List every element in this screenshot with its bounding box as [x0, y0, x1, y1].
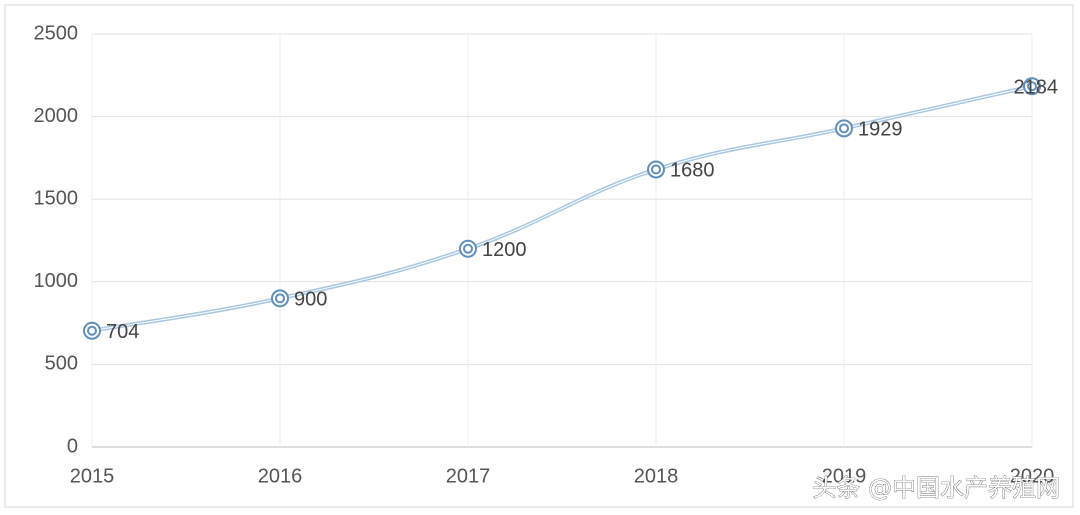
x-tick-label: 2016 — [258, 465, 303, 487]
point-inner — [1027, 81, 1037, 92]
point — [459, 239, 477, 258]
point — [647, 160, 665, 179]
point — [1023, 77, 1041, 96]
data-label: 704 — [106, 321, 139, 343]
point — [83, 321, 101, 340]
point-inner — [839, 123, 849, 134]
x-tick-label: 2015 — [70, 465, 115, 487]
point-inner — [651, 164, 661, 175]
watermark: 头条 @中国水产养殖网 — [812, 474, 1060, 502]
point — [271, 289, 289, 308]
y-tick-label: 1000 — [34, 270, 79, 292]
x-tick-label: 2017 — [446, 465, 491, 487]
frame — [4, 4, 1074, 508]
point — [835, 119, 853, 138]
data-label: 1200 — [482, 239, 527, 261]
y-tick-label: 2500 — [34, 22, 79, 44]
x-tick-label: 2020 — [1010, 465, 1055, 487]
y-tick-label: 0 — [67, 435, 78, 457]
x-tick-label: 2019 — [822, 465, 867, 487]
data-label: 1680 — [670, 160, 715, 182]
data-label: 900 — [294, 289, 327, 311]
y-tick-label: 500 — [45, 353, 78, 375]
point-inner — [463, 243, 473, 254]
point-inner — [275, 293, 285, 304]
y-tick-label: 2000 — [34, 105, 79, 127]
data-label: 1929 — [858, 119, 903, 141]
x-tick-label: 2018 — [634, 465, 679, 487]
y-tick-label: 1500 — [34, 187, 79, 209]
point-inner — [87, 325, 97, 336]
data-label: 2184 — [1014, 76, 1059, 98]
line-core — [91, 85, 1033, 332]
